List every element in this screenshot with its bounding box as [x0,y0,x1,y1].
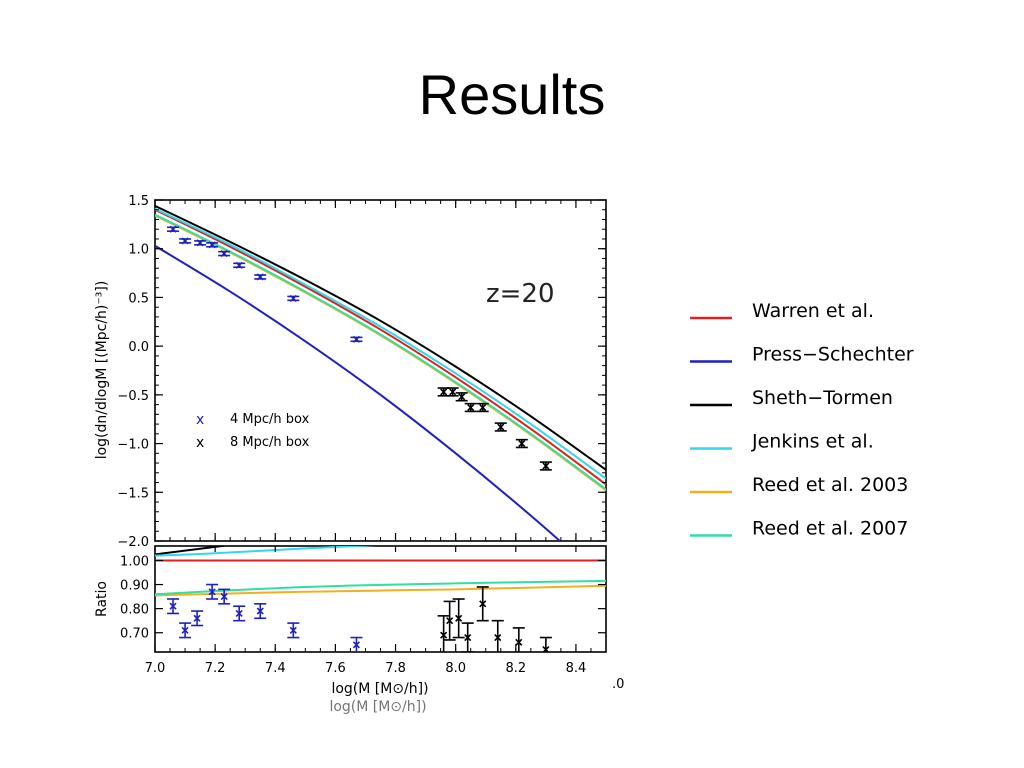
inset-legend-label-4mpc: 4 Mpc/h box [230,412,310,427]
main-curves [155,204,606,541]
legend-label: Warren et al. [752,300,874,322]
main-ytick-label: 0.0 [128,340,149,355]
axis-ticks: 1.5 1.0 0.5 0.0 −0.5 −1.0 −1.5 −2.0 1.00 0.90 0.80… [117,194,607,676]
ratio-point-4-mpc-h-box [350,636,363,652]
main-point-4-mpc-h-box [254,273,267,281]
main-point-4-mpc-h-box [206,241,219,249]
legend-label: Reed et al. 2003 [752,474,908,496]
redshift-annotation: z=20 [486,279,555,309]
xtick-label: 8.4 [566,661,587,676]
ratio-ytick-label: 0.70 [120,627,149,642]
main-point-4-mpc-h-box [350,335,363,343]
main-curve-sheth-tormen [155,204,606,471]
ratio-point-8-mpc-h-box [443,600,456,641]
legend-label: Sheth−Tormen [752,387,893,409]
legend-item-sheth-tormen: Sheth−Tormen [690,387,893,409]
stray-tick-label: .0 [612,677,624,692]
ratio-ytick-label: 0.90 [120,579,149,594]
ratio-point-8-mpc-h-box [491,619,504,652]
main-points [167,225,552,471]
slide-title: Results [418,63,606,126]
ghost-xlabel: log(M [M⊙/h]) [329,699,426,715]
main-point-8-mpc-h-box [446,387,459,397]
inset-legend-label-8mpc: 8 Mpc/h box [230,435,310,450]
xtick-label: 7.0 [145,661,166,676]
xtick-label: 7.2 [205,661,226,676]
main-point-4-mpc-h-box [167,225,180,233]
main-curve-warren-et-al [155,208,606,486]
ratio-curve-jenkins-et-al [155,546,377,557]
legend-label: Jenkins et al. [751,431,874,453]
main-curve-jenkins-et-al [155,207,606,480]
xtick-label: 7.6 [325,661,346,676]
main-point-4-mpc-h-box [287,294,300,302]
main-point-8-mpc-h-box [464,402,477,413]
main-ytick-label: 0.5 [128,291,149,306]
legend-item-jenkins-et-al: Jenkins et al. [690,431,874,453]
main-point-8-mpc-h-box [455,392,468,402]
ratio-point-4-mpc-h-box [191,610,204,627]
ratio-point-8-mpc-h-box [512,627,525,652]
main-point-8-mpc-h-box [539,461,552,471]
ratio-point-4-mpc-h-box [206,583,219,600]
inset-legend-marker-8mpc: x [196,435,204,451]
ratio-point-4-mpc-h-box [167,598,180,615]
main-plot-frame [154,199,607,542]
xtick-label: 7.8 [385,661,406,676]
main-point-8-mpc-h-box [494,422,507,432]
main-point-4-mpc-h-box [233,261,246,269]
main-ytick-label: −1.0 [117,438,149,453]
ratio-point-4-mpc-h-box [233,605,246,622]
ratio-point-4-mpc-h-box [254,603,267,620]
ratio-point-8-mpc-h-box [461,622,474,652]
ratio-points [167,583,552,652]
legend-item-reed-et-al-2003: Reed et al. 2003 [690,474,908,496]
main-ytick-label: 1.0 [128,243,149,258]
ratio-point-4-mpc-h-box [287,622,300,639]
main-point-4-mpc-h-box [194,239,207,247]
inset-legend-marker-4mpc: x [196,412,204,428]
ratio-plot-frame [154,545,607,653]
main-point-8-mpc-h-box [515,438,528,449]
main-ytick-label: −2.0 [117,535,149,550]
main-ylabel: log(dn/dlogM [(Mpc/h)⁻³]) [94,281,110,460]
main-curve-reed-et-al-2007 [155,213,606,491]
legend-item-warren-et-al: Warren et al. [690,300,874,322]
legend-label: Press−Schechter [752,344,914,366]
ratio-xlabel: log(M [M⊙/h]) [331,681,428,697]
ratio-curve-reed-et-al-2007 [155,579,606,596]
ratio-curves [155,546,606,597]
legend: Warren et al. Press−Schechter Sheth−Tormen… [690,300,914,540]
legend-item-reed-et-al-2007: Reed et al. 2007 [690,518,908,540]
main-curve-press-schechter [155,244,562,541]
ratio-ytick-label: 1.00 [120,554,149,569]
xtick-label: 8.2 [505,661,526,676]
legend-item-press-schechter: Press−Schechter [690,344,914,366]
ratio-curve-sheth-tormen [155,546,230,556]
ratio-ylabel: Ratio [94,581,110,617]
ratio-point-4-mpc-h-box [179,622,192,639]
main-ytick-label: −0.5 [117,389,149,404]
main-ytick-label: 1.5 [128,194,149,209]
main-point-4-mpc-h-box [218,250,231,258]
ratio-point-4-mpc-h-box [218,588,231,605]
main-point-4-mpc-h-box [179,237,192,245]
xtick-label: 8.0 [445,661,466,676]
ratio-point-8-mpc-h-box [452,598,465,639]
main-ytick-label: −1.5 [117,486,149,501]
ratio-curve-reed-et-al-2003 [155,584,606,597]
inset-legend: x 4 Mpc/h box x 8 Mpc/h box [196,412,310,451]
main-point-8-mpc-h-box [476,402,489,413]
ratio-point-8-mpc-h-box [437,615,450,652]
xtick-label: 7.4 [265,661,286,676]
legend-label: Reed et al. 2007 [752,518,908,540]
ratio-ytick-label: 0.80 [120,603,149,618]
ratio-point-8-mpc-h-box [476,586,489,622]
